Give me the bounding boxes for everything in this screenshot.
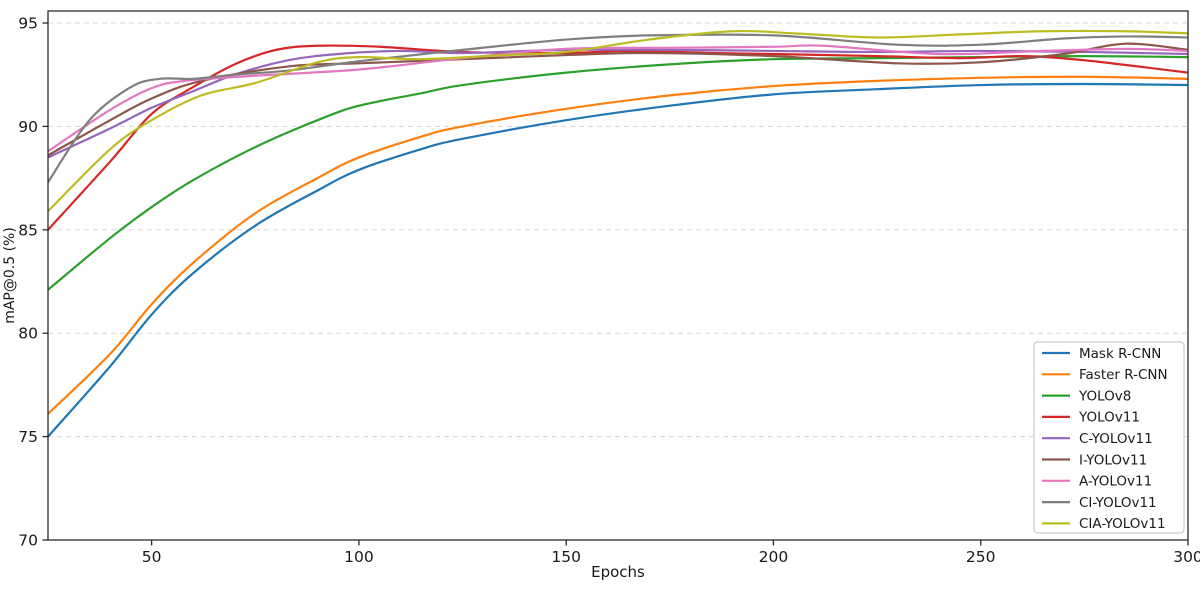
legend-item-a-yolov11: A-YOLOv11 (1042, 474, 1152, 490)
plot-border (47, 10, 1189, 541)
legend-item-cia-yolov11: CIA-YOLOv11 (1042, 516, 1166, 532)
legend-label: Faster R-CNN (1079, 367, 1168, 383)
x-tick-label: 100 (344, 548, 374, 566)
x-tick-label: 250 (966, 548, 996, 566)
legend-label: CI-YOLOv11 (1079, 495, 1157, 511)
legend-item-c-yolov11: C-YOLOv11 (1042, 431, 1153, 447)
legend-item-i-yolov11: I-YOLOv11 (1042, 452, 1147, 468)
legend-label: CIA-YOLOv11 (1079, 516, 1166, 532)
x-tick-label: 200 (759, 548, 789, 566)
series-line-ci-yolov11 (48, 33, 1188, 184)
y-tick-label: 70 (18, 532, 38, 550)
series-line-c-yolov11 (48, 48, 1188, 159)
y-tick-label: 85 (18, 221, 38, 239)
y-axis-label: mAP@0.5 (%) (2, 227, 18, 324)
legend-box (1033, 341, 1185, 534)
legend-item-ci-yolov11: CI-YOLOv11 (1042, 495, 1157, 511)
legend-item-yolov8: YOLOv8 (1042, 388, 1131, 404)
x-axis-label: Epochs (591, 563, 645, 581)
legend-label: A-YOLOv11 (1079, 474, 1152, 490)
y-tick-label: 90 (18, 118, 38, 136)
legend-label: YOLOv11 (1078, 410, 1140, 426)
legend-item-mask-r-cnn: Mask R-CNN (1042, 346, 1161, 362)
x-tick-label: 50 (142, 548, 162, 566)
series-line-mask-r-cnn (48, 82, 1188, 438)
x-tick-label: 300 (1173, 548, 1200, 566)
legend-item-faster-r-cnn: Faster R-CNN (1042, 367, 1168, 383)
series-line-a-yolov11 (48, 44, 1188, 153)
series-group (48, 29, 1188, 438)
y-tick-label: 95 (18, 15, 38, 33)
legend-item-yolov11: YOLOv11 (1042, 410, 1140, 426)
series-line-cia-yolov11 (48, 29, 1188, 213)
legend: Mask R-CNN Faster R-CNN YOLOv8 YOLOv11 C-YOL… (1033, 341, 1185, 534)
x-tick-label: 150 (551, 548, 581, 566)
legend-label: Mask R-CNN (1079, 346, 1161, 362)
legend-label: YOLOv8 (1078, 388, 1131, 404)
y-tick-label: 75 (18, 428, 38, 446)
series-line-i-yolov11 (48, 42, 1188, 157)
y-tick-label: 80 (18, 325, 38, 343)
series-line-faster-r-cnn (48, 75, 1188, 415)
legend-label: I-YOLOv11 (1079, 452, 1147, 468)
legend-label: C-YOLOv11 (1079, 431, 1153, 447)
